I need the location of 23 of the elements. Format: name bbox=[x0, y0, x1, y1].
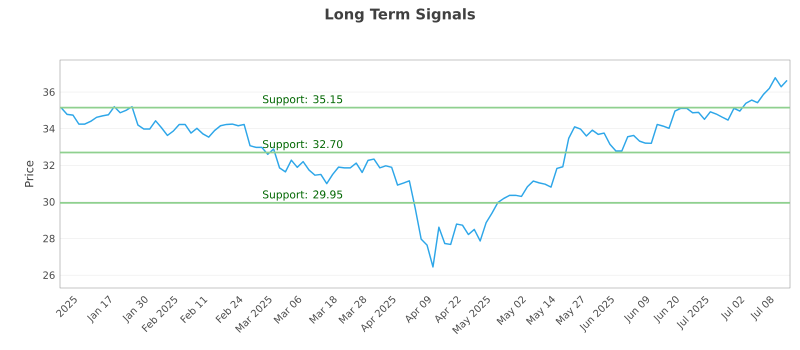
y-tick-label: 30 bbox=[43, 198, 55, 206]
x-tick-label: Feb 24 bbox=[215, 296, 242, 324]
x-tick-label: Mar 18 bbox=[308, 296, 337, 324]
y-tick-label: 32 bbox=[43, 162, 54, 170]
x-tick-label: Jul 02 bbox=[720, 296, 744, 322]
x-tick-label: Jan 17 bbox=[86, 295, 112, 324]
ref-line-label: Support: 29.95 bbox=[263, 190, 342, 201]
y-tick-label: 28 bbox=[43, 234, 55, 242]
chart-title: Long Term Signals bbox=[326, 8, 475, 22]
x-tick-label: Jul 08 bbox=[750, 296, 774, 322]
line-series bbox=[60, 77, 788, 268]
ref-line-label: Support: 32.70 bbox=[263, 140, 342, 150]
ref-line-label: Support: 35.15 bbox=[263, 95, 342, 106]
y-tick-label: 36 bbox=[43, 88, 55, 96]
y-tick-label: 34 bbox=[43, 124, 55, 132]
y-tick-label: 26 bbox=[43, 271, 55, 279]
y-axis-title: Price bbox=[24, 160, 34, 187]
x-tick-label: Jun 09 bbox=[624, 296, 649, 324]
x-tick-label: Apr 22 bbox=[435, 296, 462, 324]
x-tick-label: Apr 09 bbox=[406, 296, 431, 324]
x-tick-label: Mar 28 bbox=[338, 296, 366, 324]
x-tick-label: Jan 30 bbox=[122, 296, 148, 324]
x-tick-label: Feb 11 bbox=[180, 296, 208, 324]
